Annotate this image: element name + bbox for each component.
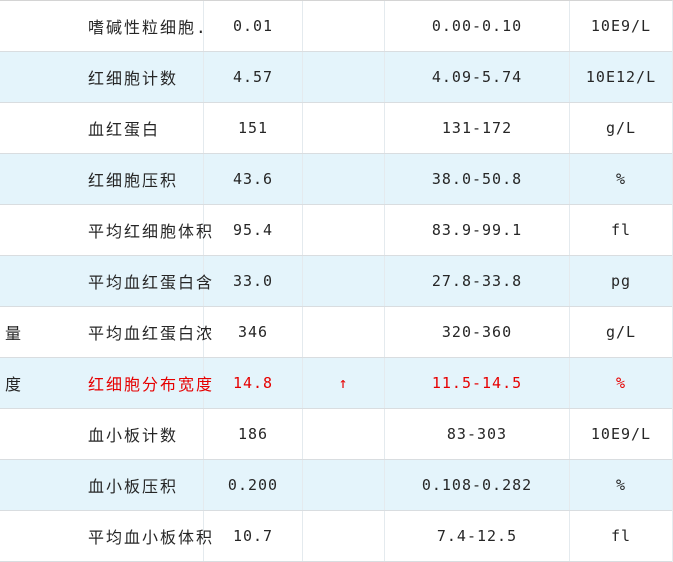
- test-name-cell: 平均红细胞体积: [0, 205, 212, 255]
- result-value: 0.01: [204, 1, 303, 51]
- table-row: 嗜碱性粒细胞. 0.01 0.00-0.10 10E9/L: [0, 1, 672, 52]
- result-unit: g/L: [605, 323, 637, 341]
- test-name: 红细胞计数: [88, 69, 179, 88]
- wrapped-name-char: 量: [5, 324, 22, 343]
- result-unit: fl: [610, 221, 632, 239]
- abnormal-flag-up-arrow-icon: [303, 307, 385, 357]
- result-value: 346: [204, 307, 303, 357]
- abnormal-flag-up-arrow-icon: [303, 409, 385, 459]
- test-name-cell: 红细胞压积: [0, 154, 204, 204]
- result-unit: fl: [610, 527, 632, 545]
- abnormal-flag-up-arrow-icon: [303, 205, 385, 255]
- reference-range: 0.108-0.282: [385, 460, 570, 510]
- result-unit: g/L: [605, 119, 637, 137]
- reference-range: 320-360: [385, 307, 570, 357]
- table-row: 平均血小板体积 10.7 7.4-12.5 fl: [0, 511, 672, 562]
- reference-range: 83.9-99.1: [385, 205, 570, 255]
- abnormal-flag-up-arrow-icon: [303, 460, 385, 510]
- table-row: 血小板计数 186 83-303 10E9/L: [0, 409, 672, 460]
- table-row: 血小板压积 0.200 0.108-0.282 %: [0, 460, 672, 511]
- test-name-cell: 平均血红蛋白含: [0, 256, 212, 306]
- result-value: 151: [204, 103, 303, 153]
- reference-range: 0.00-0.10: [385, 1, 570, 51]
- reference-range: 27.8-33.8: [385, 256, 570, 306]
- abnormal-flag-up-arrow-icon: ↑: [303, 358, 385, 408]
- table-row: 红细胞压积 43.6 38.0-50.8 %: [0, 154, 672, 205]
- reference-range: 131-172: [385, 103, 570, 153]
- result-value: 33.0: [204, 256, 303, 306]
- test-name: 红细胞压积: [88, 171, 179, 190]
- test-name-cell: 血小板压积: [0, 460, 204, 510]
- test-name: 平均红细胞体积: [88, 222, 215, 241]
- table-row: 平均红细胞体积 95.4 83.9-99.1 fl: [0, 205, 672, 256]
- reference-range: 83-303: [385, 409, 570, 459]
- test-name-cell: 度 红细胞分布宽度: [0, 358, 212, 408]
- test-name: 血红蛋白: [88, 120, 161, 139]
- table-row: 量 平均血红蛋白浓 346 320-360 g/L: [0, 307, 672, 358]
- result-unit: 10E9/L: [590, 17, 652, 35]
- result-unit: %: [615, 374, 627, 392]
- result-value: 0.200: [204, 460, 303, 510]
- test-name: 嗜碱性粒细胞.: [88, 18, 208, 37]
- result-value: 14.8: [204, 358, 303, 408]
- abnormal-flag-up-arrow-icon: [303, 256, 385, 306]
- table-row: 红细胞计数 4.57 4.09-5.74 10E12/L: [0, 52, 672, 103]
- test-name: 平均血红蛋白浓: [88, 324, 215, 343]
- test-name-cell: 血红蛋白: [0, 103, 204, 153]
- result-unit: 10E9/L: [590, 425, 652, 443]
- abnormal-flag-up-arrow-icon: [303, 1, 385, 51]
- test-name: 红细胞分布宽度: [88, 375, 215, 394]
- result-value: 186: [204, 409, 303, 459]
- reference-range: 4.09-5.74: [385, 52, 570, 102]
- test-name-cell: 红细胞计数: [0, 52, 204, 102]
- table-row: 血红蛋白 151 131-172 g/L: [0, 103, 672, 154]
- result-value: 4.57: [204, 52, 303, 102]
- abnormal-flag-up-arrow-icon: [303, 52, 385, 102]
- result-unit: %: [615, 170, 627, 188]
- result-value: 43.6: [204, 154, 303, 204]
- test-name-cell: 嗜碱性粒细胞.: [0, 1, 206, 51]
- reference-range: 7.4-12.5: [385, 511, 570, 561]
- test-name: 血小板压积: [88, 477, 179, 496]
- table-row: 度 红细胞分布宽度 14.8 ↑ 11.5-14.5 %: [0, 358, 672, 409]
- result-unit: pg: [610, 272, 632, 290]
- abnormal-flag-up-arrow-icon: [303, 511, 385, 561]
- test-name-cell: 血小板计数: [0, 409, 204, 459]
- abnormal-flag-up-arrow-icon: [303, 103, 385, 153]
- test-name: 平均血红蛋白含: [88, 273, 215, 292]
- result-value: 95.4: [204, 205, 303, 255]
- test-name-cell: 量 平均血红蛋白浓: [0, 307, 212, 357]
- reference-range: 11.5-14.5: [385, 358, 570, 408]
- result-value: 10.7: [204, 511, 303, 561]
- wrapped-name-char: 度: [5, 375, 22, 394]
- abnormal-flag-up-arrow-icon: [303, 154, 385, 204]
- result-unit: %: [615, 476, 627, 494]
- reference-range: 38.0-50.8: [385, 154, 570, 204]
- test-name-cell: 平均血小板体积: [0, 511, 212, 561]
- result-unit: 10E12/L: [585, 68, 657, 86]
- table-row: 平均血红蛋白含 33.0 27.8-33.8 pg: [0, 256, 672, 307]
- test-name: 平均血小板体积: [88, 528, 215, 547]
- test-name: 血小板计数: [88, 426, 179, 445]
